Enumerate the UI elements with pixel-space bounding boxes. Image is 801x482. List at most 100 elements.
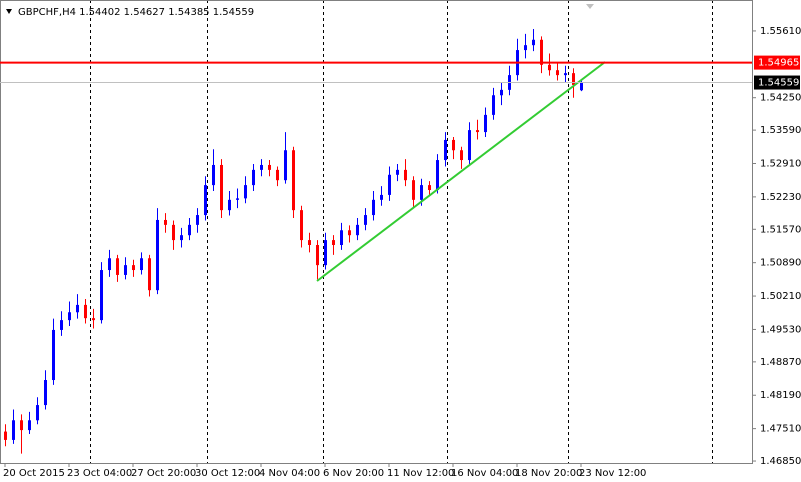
candle-body <box>308 240 311 246</box>
candle-body <box>252 169 255 186</box>
candle-body <box>260 164 263 170</box>
candle-body <box>524 45 527 51</box>
candle-body <box>228 199 231 211</box>
candle-body <box>164 219 167 225</box>
candle-body <box>204 185 207 216</box>
candle-body <box>220 164 223 211</box>
candle-body <box>12 420 15 440</box>
candle-body <box>100 270 103 321</box>
candle-body <box>276 169 279 181</box>
candle-body <box>180 235 183 241</box>
y-tick-label: 1.47510 <box>760 424 801 435</box>
candle-body <box>196 215 199 225</box>
candle-body <box>60 320 63 330</box>
x-tick-label: 11 Nov 12:00 <box>387 468 454 479</box>
plot-area <box>4 28 583 454</box>
menu-icon <box>6 9 12 14</box>
x-tick-label: 4 Nov 04:00 <box>259 468 320 479</box>
x-tick-label: 20 Oct 2015 <box>3 468 65 479</box>
y-tick-label: 1.46850 <box>760 456 801 467</box>
candle-body <box>300 210 303 241</box>
x-tick-label: 30 Oct 12:00 <box>195 468 260 479</box>
candle-body <box>404 169 407 181</box>
candle-body <box>500 89 503 96</box>
candle-body <box>452 139 455 151</box>
candle-body <box>28 420 31 431</box>
candle-body <box>388 174 391 195</box>
price-label: 1.54965 <box>758 58 799 69</box>
y-tick-label: 1.49530 <box>760 324 801 335</box>
candle-body <box>116 258 119 275</box>
candle-body <box>52 329 55 381</box>
candle-body <box>244 185 247 199</box>
candle-body <box>364 215 367 225</box>
candle-body <box>92 318 95 321</box>
candle-body <box>68 312 71 321</box>
candle-body <box>420 185 423 200</box>
candle-body <box>236 198 239 200</box>
candle-body <box>316 245 319 266</box>
candle-body <box>484 114 487 133</box>
candle-body <box>396 169 399 175</box>
candle-body <box>268 164 271 170</box>
chart-title: GBPCHF,H4 1.54402 1.54627 1.54385 1.5455… <box>18 7 254 18</box>
candle-body <box>148 258 151 291</box>
candle-body <box>292 150 295 211</box>
candle-body <box>76 304 79 313</box>
candle-body <box>348 230 351 236</box>
candle-body <box>428 185 431 191</box>
candle-body <box>140 258 143 271</box>
candle-body <box>20 420 23 431</box>
y-tick-label: 1.50210 <box>760 291 801 302</box>
candle-body <box>44 380 47 406</box>
candle-body <box>460 150 463 161</box>
candle-body <box>556 70 559 76</box>
candle-body <box>444 139 447 161</box>
candle-body <box>124 265 127 275</box>
candle-body <box>340 230 343 246</box>
x-tick-label: 16 Nov 04:00 <box>451 468 518 479</box>
candle-body <box>188 224 191 236</box>
shift-marker <box>586 4 594 9</box>
candle-body <box>572 73 575 85</box>
candle-body <box>156 219 159 291</box>
candle-body <box>356 224 359 236</box>
candle-body <box>468 130 471 161</box>
y-tick-label: 1.50890 <box>760 258 801 269</box>
trend-line <box>316 61 606 282</box>
plot-border <box>0 0 753 464</box>
candle-body <box>476 130 479 133</box>
x-tick-label: 23 Oct 04:00 <box>67 468 132 479</box>
candle-body <box>4 431 7 440</box>
candle-body <box>324 240 327 266</box>
y-tick-label: 1.52230 <box>760 192 801 203</box>
candle-body <box>132 265 135 271</box>
candle-body <box>172 224 175 241</box>
price-label-bg <box>754 75 800 90</box>
candle-body <box>212 164 215 186</box>
y-tick-label: 1.48870 <box>760 357 801 368</box>
candle-body <box>532 39 535 46</box>
candle-body <box>332 240 335 246</box>
x-tick-label: 23 Nov 12:00 <box>579 468 646 479</box>
candle-body <box>84 304 87 319</box>
candle-body <box>548 64 551 71</box>
y-tick-label: 1.48190 <box>760 390 801 401</box>
y-tick-label: 1.53590 <box>760 125 801 136</box>
candle-body <box>492 95 495 115</box>
candle-body <box>284 150 287 181</box>
y-tick-label: 1.51570 <box>760 224 801 235</box>
x-tick-label: 27 Oct 20:00 <box>131 468 196 479</box>
y-tick-label: 1.55610 <box>760 26 801 37</box>
candle-body <box>540 39 543 65</box>
candle-body <box>436 160 439 191</box>
x-tick-label: 18 Nov 20:00 <box>515 468 582 479</box>
price-label-bg <box>754 55 800 70</box>
price-label: 1.54559 <box>758 78 799 89</box>
candle-body <box>564 73 567 76</box>
x-tick-label: 6 Nov 20:00 <box>323 468 384 479</box>
candle-body <box>36 405 39 421</box>
